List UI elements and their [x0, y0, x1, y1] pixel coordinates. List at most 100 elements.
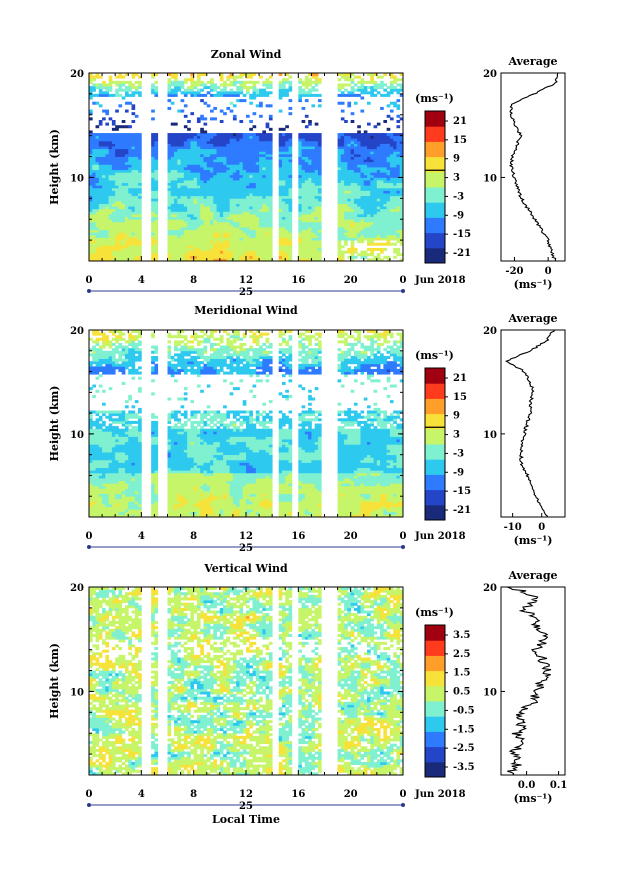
heatmap-cell — [154, 211, 159, 215]
heatmap-cell — [288, 208, 293, 212]
heatmap-cell — [373, 73, 378, 77]
heatmap-cell — [376, 164, 381, 168]
heatmap-cell — [131, 174, 136, 178]
heatmap-cell — [399, 214, 404, 218]
heatmap-cell — [288, 169, 293, 173]
heatmap-cell — [121, 169, 126, 173]
heatmap-cell — [203, 164, 208, 168]
heatmap-cell — [124, 172, 129, 176]
heatmap-cell — [389, 234, 394, 238]
heatmap-cell — [128, 167, 132, 171]
heatmap-cell — [246, 206, 250, 210]
heatmap-cell — [389, 101, 394, 105]
heatmap-cell — [95, 485, 100, 489]
heatmap-cell — [187, 255, 191, 259]
heatmap-cell — [239, 143, 244, 147]
heatmap-cell — [190, 221, 195, 225]
heatmap-cell — [128, 83, 132, 87]
heatmap-cell — [105, 91, 110, 95]
heatmap-cell — [174, 122, 178, 126]
heatmap-cell — [102, 361, 106, 365]
heatmap-cell — [357, 93, 361, 97]
heatmap-cell — [131, 120, 136, 124]
heatmap-cell — [337, 88, 342, 92]
heatmap-cell — [301, 93, 306, 97]
heatmap-cell — [190, 208, 195, 212]
heatmap-cell — [154, 219, 159, 223]
heatmap-cell — [200, 214, 204, 218]
heatmap-cell — [134, 224, 139, 228]
heatmap-cell — [203, 169, 208, 173]
heatmap-cell — [131, 185, 136, 189]
heatmap-cell — [399, 169, 404, 173]
heatmap-cell — [370, 242, 374, 246]
heatmap-cell — [177, 169, 181, 173]
heatmap-cell — [246, 211, 250, 215]
heatmap-cell — [210, 234, 214, 238]
heatmap-cell — [363, 227, 368, 231]
heatmap-cell — [203, 101, 208, 105]
heatmap-cell — [268, 91, 273, 95]
heatmap-cell — [128, 227, 132, 231]
heatmap-cell — [98, 242, 103, 246]
heatmap-cell — [242, 169, 247, 173]
heatmap-cell — [242, 151, 247, 155]
heatmap-cell — [89, 86, 93, 90]
heatmap-cell — [170, 224, 175, 228]
heatmap-cell — [174, 190, 178, 194]
heatmap-cell — [337, 133, 342, 137]
heatmap-cell — [370, 180, 374, 184]
heatmap-cell — [236, 169, 240, 173]
heatmap-cell — [206, 229, 211, 233]
heatmap-cell — [151, 219, 155, 223]
heatmap-cell — [193, 255, 198, 259]
heatmap-cell — [151, 203, 155, 207]
heatmap-cell — [363, 195, 368, 199]
heatmap-cell — [193, 172, 198, 176]
heatmap-cell — [393, 219, 397, 223]
heatmap-cell — [370, 73, 374, 77]
heatmap-cell — [154, 245, 159, 249]
heatmap-cell — [226, 135, 231, 139]
heatmap-cell — [386, 127, 391, 131]
heatmap-cell — [92, 200, 96, 204]
heatmap-cell — [167, 146, 172, 150]
heatmap-cell — [249, 73, 253, 77]
heatmap-cell — [226, 219, 231, 223]
heatmap-cell — [167, 255, 172, 259]
heatmap-cell — [350, 190, 355, 194]
heatmap-cell — [268, 180, 273, 184]
heatmap-cell — [298, 88, 302, 92]
heatmap-cell — [393, 185, 397, 189]
heatmap-cell — [108, 216, 113, 220]
heatmap-cell — [170, 93, 175, 97]
heatmap-cell — [134, 245, 139, 249]
heatmap-cell — [308, 221, 312, 225]
heatmap-cell — [134, 190, 139, 194]
x-tick-label: 0 — [400, 275, 407, 286]
heatmap-cell — [380, 198, 384, 202]
heatmap-cell — [105, 444, 110, 448]
heatmap-cell — [298, 86, 302, 90]
heatmap-cell — [337, 221, 342, 225]
heatmap-cell — [128, 206, 132, 210]
heatmap-cell — [111, 153, 116, 157]
heatmap-cell — [200, 167, 204, 171]
heatmap-cell — [252, 214, 257, 218]
heatmap-cell — [193, 224, 198, 228]
heatmap-cell — [134, 216, 139, 220]
heatmap-cell — [373, 177, 378, 181]
month-label: Jun 2018 — [414, 275, 466, 286]
heatmap-cell — [278, 206, 283, 210]
heatmap-cell — [190, 80, 195, 84]
heatmap-cell — [360, 240, 365, 244]
heatmap-cell — [281, 88, 286, 92]
heatmap-cell — [206, 138, 211, 142]
heatmap-cell — [200, 227, 204, 231]
heatmap-cell — [242, 195, 247, 199]
heatmap-cell — [340, 177, 345, 181]
heatmap-cell — [174, 187, 178, 191]
heatmap-cell — [134, 214, 139, 218]
heatmap-cell — [350, 229, 355, 233]
heatmap-cell — [190, 250, 195, 254]
